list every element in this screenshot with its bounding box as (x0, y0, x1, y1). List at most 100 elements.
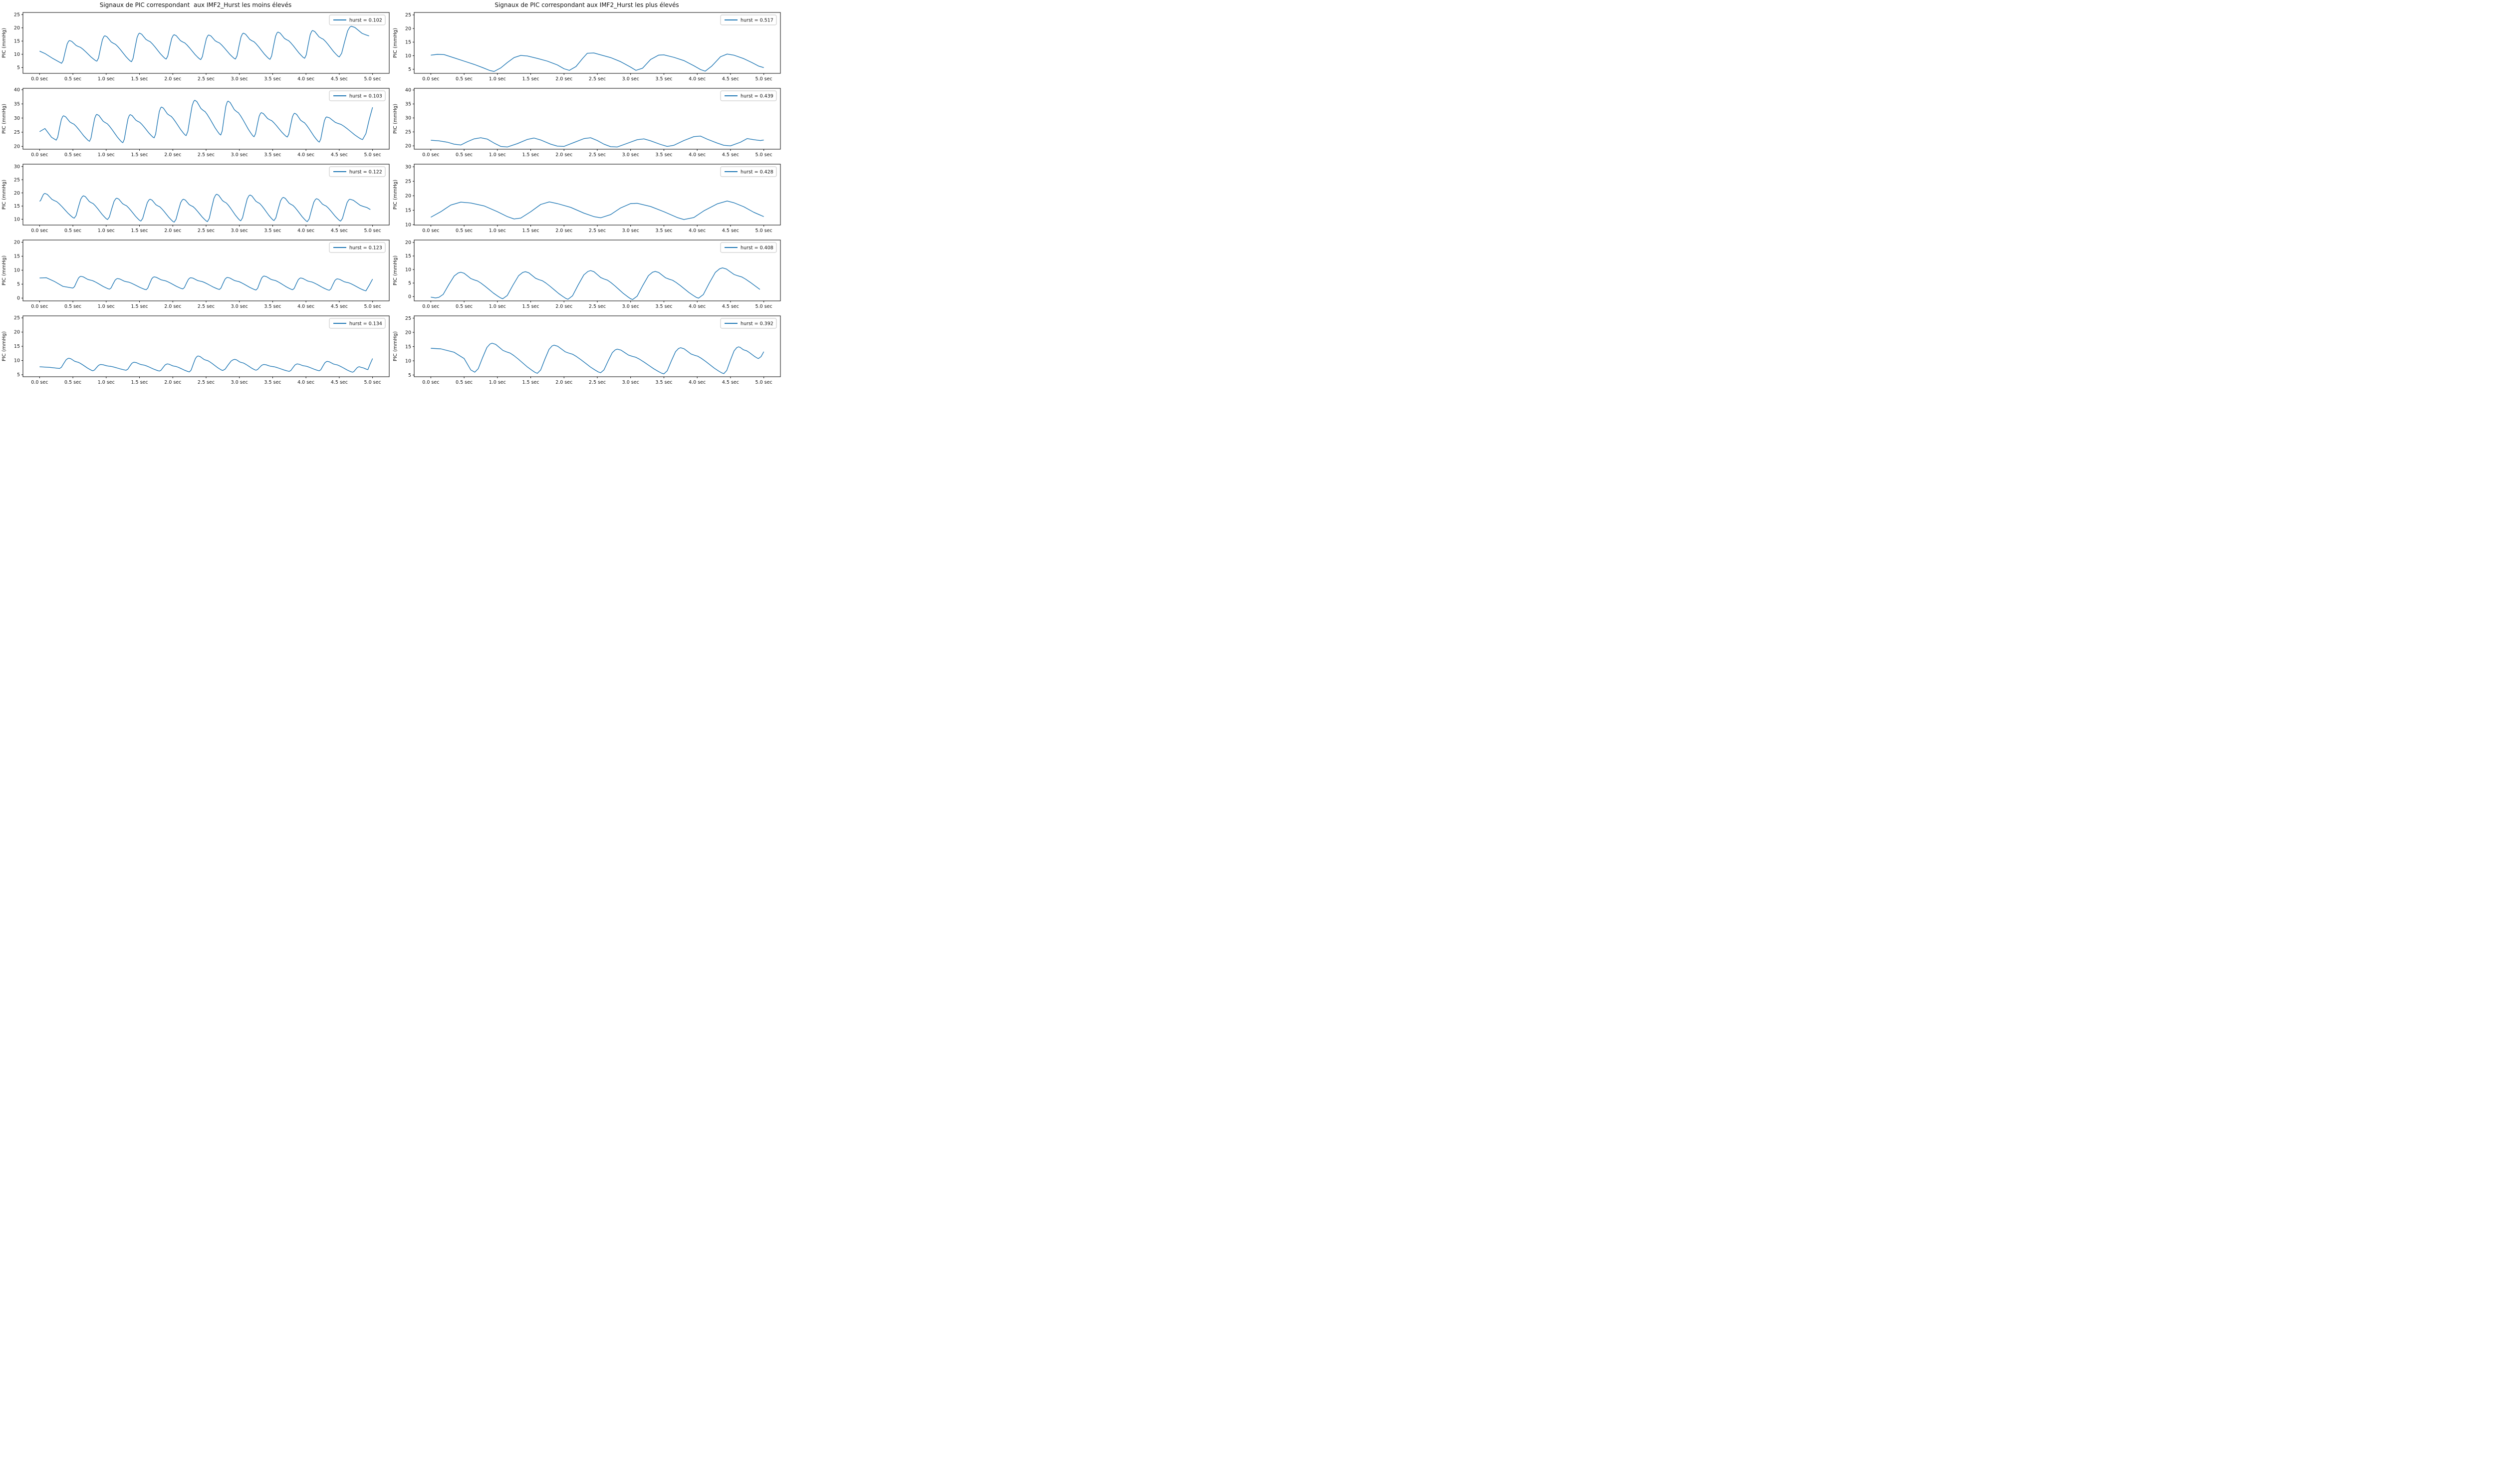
x-tick-label: 2.5 sec (589, 76, 606, 82)
legend: hurst = 0.428 (720, 166, 777, 177)
y-tick-label: 15 (14, 254, 20, 259)
x-tick-label: 3.0 sec (622, 76, 639, 82)
y-axis-label: PIC (mmHg) (1, 28, 7, 58)
y-tick-label: 20 (14, 330, 20, 335)
x-tick-label: 3.5 sec (655, 76, 672, 82)
x-tick-label: 5.0 sec (755, 304, 772, 309)
subplot-R5: 5 10 15 20 25 0.0 sec 0.5 sec 1.0 sec 1.5 sec 2.0… (393, 315, 781, 385)
x-tick-label: 2.5 sec (589, 152, 606, 158)
y-tick-label: 35 (405, 102, 411, 107)
x-tick-label: 2.0 sec (164, 304, 181, 309)
x-tick-label: 4.5 sec (331, 76, 348, 82)
x-tick-label: 2.0 sec (555, 76, 572, 82)
x-tick-label: 3.5 sec (264, 76, 281, 82)
subplot-R2: 20 25 30 35 40 0.0 sec 0.5 sec 1.0 sec 1.5 sec 2.… (393, 88, 781, 158)
y-axis-label: PIC (mmHg) (1, 104, 7, 134)
column-left-plots: 5 10 15 20 25 0.0 sec 0.5 sec 1.0 sec 1.5 sec 2.0… (0, 10, 391, 389)
x-tick-label: 1.0 sec (489, 304, 506, 309)
x-tick-label: 0.0 sec (422, 76, 439, 82)
y-tick-label: 10 (405, 223, 411, 228)
x-tick-label: 0.5 sec (456, 152, 473, 158)
y-tick-label: 10 (405, 53, 411, 59)
x-tick-label: 0.0 sec (31, 76, 48, 82)
y-tick-label: 5 (17, 65, 20, 71)
legend-label: hurst = 0.103 (349, 93, 382, 99)
x-tick-label: 5.0 sec (364, 304, 381, 309)
y-tick-label: 5 (17, 282, 20, 287)
x-tick-label: 2.0 sec (164, 228, 181, 234)
x-tick-label: 5.0 sec (364, 76, 381, 82)
x-tick-label: 1.0 sec (98, 228, 115, 234)
legend-label: hurst = 0.123 (349, 245, 382, 250)
y-tick-label: 0 (408, 294, 411, 300)
legend-box (329, 14, 386, 25)
x-tick-label: 3.0 sec (622, 304, 639, 309)
legend-box (720, 14, 777, 25)
x-tick-label: 1.0 sec (98, 304, 115, 309)
x-tick-label: 5.0 sec (364, 228, 381, 234)
legend-box (329, 242, 386, 253)
y-axis-label: PIC (mmHg) (1, 180, 7, 210)
x-tick-label: 3.0 sec (231, 152, 248, 158)
y-tick-label: 25 (405, 130, 411, 135)
x-tick-label: 1.5 sec (131, 76, 148, 82)
subplot-L5: 5 10 15 20 25 0.0 sec 0.5 sec 1.0 sec 1.5 sec 2.0… (1, 315, 390, 385)
legend-label: hurst = 0.439 (741, 93, 773, 99)
x-tick-label: 2.0 sec (164, 152, 181, 158)
x-tick-label: 2.0 sec (555, 152, 572, 158)
legend-label: hurst = 0.134 (349, 321, 382, 326)
x-tick-label: 1.5 sec (131, 380, 148, 385)
legend: hurst = 0.103 (329, 90, 386, 101)
y-tick-label: 25 (405, 316, 411, 321)
column-title-right: Signaux de PIC correspondant aux IMF2_Hu… (495, 1, 679, 8)
y-axis-label: PIC (mmHg) (393, 104, 398, 134)
signal-line (431, 267, 760, 300)
x-tick-label: 4.5 sec (722, 304, 739, 309)
x-tick-label: 2.5 sec (198, 228, 215, 234)
legend: hurst = 0.392 (720, 318, 777, 329)
x-tick-label: 1.0 sec (98, 76, 115, 82)
x-tick-label: 3.5 sec (655, 380, 672, 385)
x-tick-label: 4.5 sec (331, 228, 348, 234)
x-tick-label: 3.5 sec (264, 228, 281, 234)
x-tick-label: 4.0 sec (689, 304, 706, 309)
signal-line (431, 52, 764, 72)
legend: hurst = 0.408 (720, 242, 777, 253)
y-tick-label: 10 (14, 52, 20, 57)
x-tick-label: 2.0 sec (555, 304, 572, 309)
x-tick-label: 1.0 sec (98, 152, 115, 158)
column-right-plots: 5 10 15 20 25 0.0 sec 0.5 sec 1.0 sec 1.5 sec 2.0… (391, 10, 782, 389)
x-tick-label: 4.0 sec (297, 228, 314, 234)
x-tick-label: 3.0 sec (231, 76, 248, 82)
y-tick-label: 25 (405, 179, 411, 184)
x-tick-label: 5.0 sec (755, 152, 772, 158)
x-tick-label: 0.5 sec (456, 304, 473, 309)
x-tick-label: 2.0 sec (164, 76, 181, 82)
signal-line (39, 25, 369, 64)
signal-line (431, 343, 764, 374)
x-tick-label: 4.0 sec (297, 76, 314, 82)
x-tick-label: 4.5 sec (722, 380, 739, 385)
x-tick-label: 1.0 sec (489, 228, 506, 234)
x-tick-label: 3.5 sec (264, 152, 281, 158)
x-tick-label: 1.5 sec (522, 304, 539, 309)
x-tick-label: 4.0 sec (297, 152, 314, 158)
x-tick-label: 0.5 sec (456, 380, 473, 385)
x-tick-label: 4.0 sec (689, 152, 706, 158)
y-tick-label: 5 (408, 67, 411, 72)
x-tick-label: 0.0 sec (31, 152, 48, 158)
y-tick-label: 15 (14, 38, 20, 44)
y-tick-label: 30 (405, 164, 411, 170)
y-tick-label: 5 (408, 280, 411, 286)
y-tick-label: 20 (405, 330, 411, 335)
x-tick-label: 1.5 sec (131, 152, 148, 158)
column-left: Signaux de PIC correspondant aux IMF2_Hu… (0, 0, 391, 389)
x-tick-label: 3.5 sec (655, 152, 672, 158)
y-tick-label: 25 (14, 177, 20, 183)
y-axis-label: PIC (mmHg) (393, 28, 398, 58)
y-tick-label: 10 (14, 268, 20, 273)
x-tick-label: 0.5 sec (456, 228, 473, 234)
signal-line (39, 193, 371, 223)
y-tick-label: 20 (405, 143, 411, 149)
x-tick-label: 2.0 sec (555, 228, 572, 234)
